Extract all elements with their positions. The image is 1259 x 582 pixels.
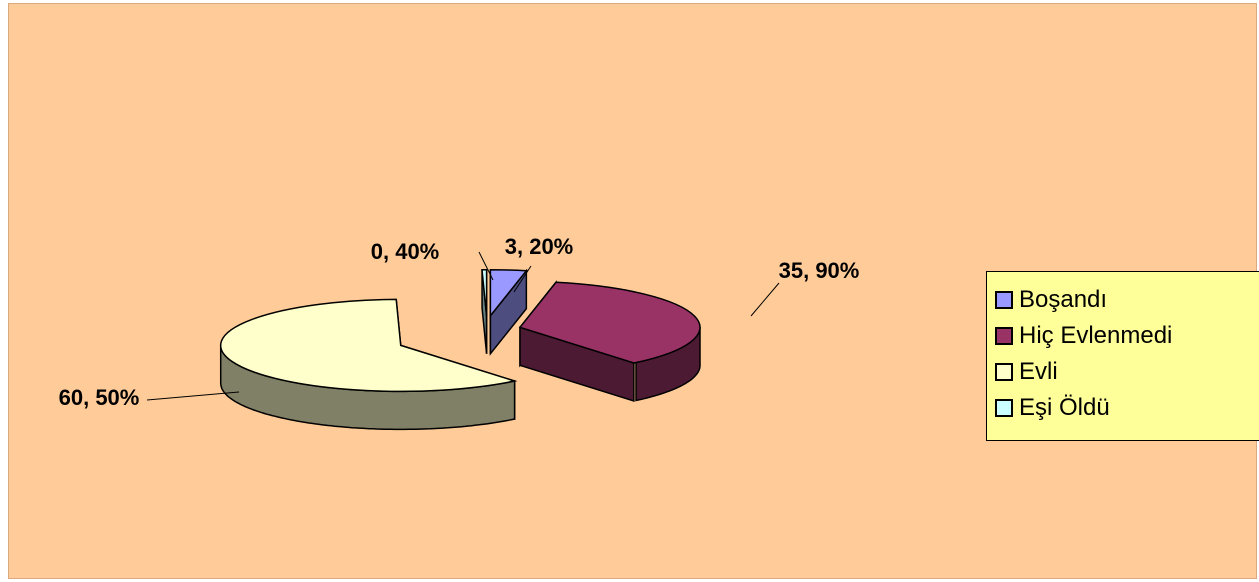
legend-label: Evli (1019, 358, 1058, 385)
legend-label: Boşandı (1019, 286, 1108, 313)
pie-slice-bo-and- (489, 269, 528, 318)
legend-item: Evli (995, 354, 1259, 390)
pie-chart: 3, 20% 35, 90% 60, 50% 0, 40% (59, 234, 860, 431)
leader-line (146, 391, 240, 401)
data-label: 0, 40% (371, 239, 440, 264)
leader-line (750, 282, 780, 317)
legend-swatch (995, 291, 1013, 309)
legend-item: Boşandı (995, 282, 1259, 318)
data-label: 60, 50% (59, 385, 140, 410)
data-label: 35, 90% (779, 258, 860, 283)
legend-swatch (995, 399, 1013, 417)
pie-slice-e-i-ld- (481, 268, 488, 316)
legend-label: Hiç Evlenmedi (1019, 322, 1173, 349)
chart-area: 3, 20% 35, 90% 60, 50% 0, 40% Boşandı Hiç Ev… (8, 3, 1259, 579)
legend-swatch (995, 363, 1013, 381)
data-label: 3, 20% (505, 234, 574, 259)
leader-line (513, 265, 532, 293)
leader-line (478, 251, 494, 281)
pie-slice-hi-evlenmedi (518, 281, 701, 364)
legend: Boşandı Hiç Evlenmedi Evli Eşi Öldü (986, 271, 1259, 441)
legend-item: Hiç Evlenmedi (995, 318, 1259, 354)
legend-item: Eşi Öldü (995, 390, 1259, 426)
legend-label: Eşi Öldü (1019, 394, 1110, 421)
pie-slice-evli (219, 298, 518, 393)
legend-swatch (995, 327, 1013, 345)
